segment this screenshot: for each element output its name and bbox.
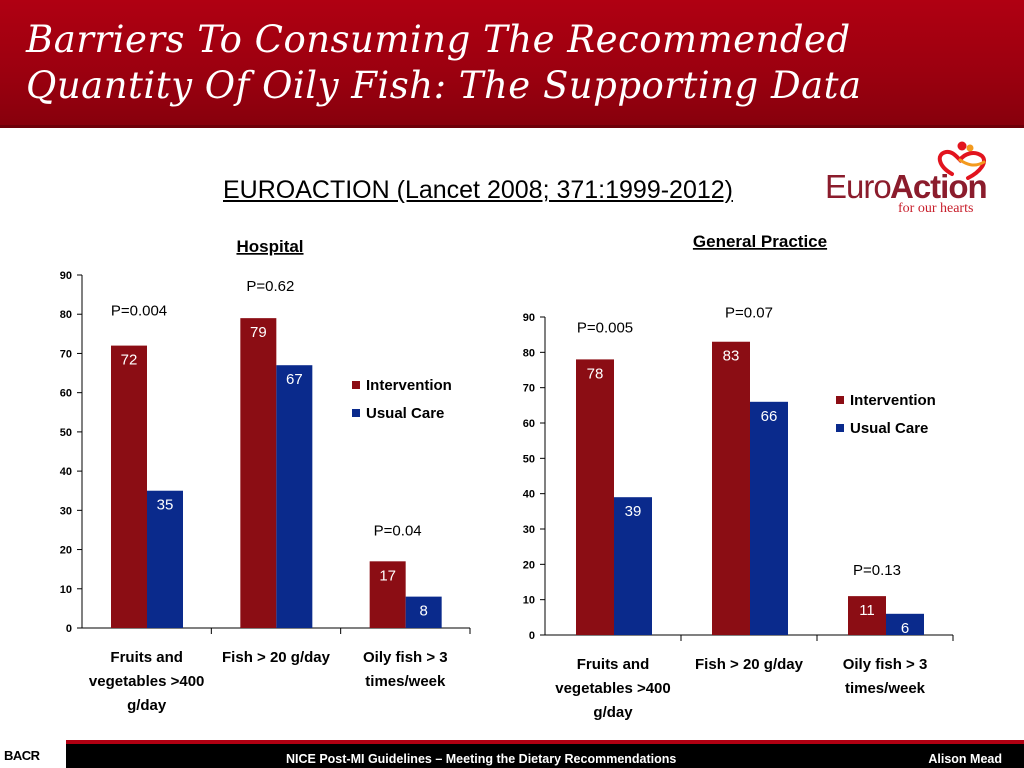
slide-title-line-1: Barriers To Consuming The Recommended [26, 18, 851, 61]
y-tick-label: 90 [60, 270, 72, 282]
y-tick-label: 80 [523, 347, 535, 359]
x-category-label: Fruits and [110, 649, 183, 666]
x-category-label: times/week [845, 680, 926, 697]
data-label: 35 [157, 497, 174, 514]
bar-usual-care [147, 490, 183, 628]
p-value-label: P=0.62 [246, 278, 294, 295]
y-tick-label: 0 [66, 623, 72, 635]
data-label: 78 [587, 365, 604, 382]
x-category-label: vegetables >400 [89, 673, 205, 690]
x-category-label: vegetables >400 [555, 680, 671, 697]
slide-header: Barriers To Consuming The Recommended Qu… [0, 0, 1024, 128]
p-value-label: P=0.13 [853, 562, 901, 579]
chart-title: Hospital [236, 237, 303, 256]
data-label: 66 [761, 408, 778, 425]
data-label: 6 [901, 620, 909, 637]
y-tick-label: 50 [60, 427, 72, 439]
bar-usual-care [750, 401, 788, 635]
bar-intervention [576, 359, 614, 635]
chart-svg: Hospital 0 10 20 30 40 50 60 70 80 90 72 35 P=0.004 Fr… [60, 237, 471, 714]
chart-title: General Practice [693, 232, 827, 251]
slide-title-line-2: Quantity Of Oily Fish: The Supporting Da… [26, 64, 862, 107]
y-tick-label: 30 [523, 524, 535, 536]
y-tick-label: 0 [529, 630, 535, 642]
y-tick-label: 20 [60, 545, 72, 557]
data-label: 72 [121, 352, 138, 369]
legend-swatch [352, 409, 360, 417]
chart-svg: General Practice 0 10 20 30 40 50 60 70 80 90 78 39 P… [523, 232, 954, 721]
data-label: 17 [379, 567, 396, 584]
data-label: 83 [723, 348, 740, 365]
bar-usual-care [886, 613, 924, 635]
y-tick-label: 20 [523, 559, 535, 571]
general-practice-chart: General Practice 0 10 20 30 40 50 60 70 80 90 78 39 P… [508, 225, 978, 725]
legend-swatch [352, 381, 360, 389]
slide-subtitle: EUROACTION (Lancet 2008; 371:1999-2012) [223, 176, 733, 204]
logo-word-action: Action [890, 168, 988, 205]
hospital-chart: Hospital 0 10 20 30 40 50 60 70 80 90 72 35 P=0.004 Fr… [52, 228, 482, 728]
bar-intervention [712, 341, 750, 635]
bacr-logo-text: BACR [4, 748, 40, 763]
slide-footer: NICE Post-MI Guidelines – Meeting the Di… [0, 740, 1024, 768]
x-category-label: g/day [127, 697, 167, 714]
x-category-label: Fruits and [577, 656, 650, 673]
logo-tagline: for our hearts [898, 201, 974, 216]
data-label: 79 [250, 324, 267, 341]
y-tick-label: 60 [523, 418, 535, 430]
bar-usual-care [405, 596, 442, 628]
data-label: 11 [859, 602, 875, 619]
x-category-label: times/week [365, 673, 446, 690]
bar-usual-care [276, 365, 313, 628]
p-value-label: P=0.04 [374, 522, 422, 539]
x-category-label: Oily fish > 3 [363, 649, 448, 666]
p-value-label: P=0.07 [725, 305, 773, 322]
legend-label: Intervention [366, 377, 452, 394]
bar-intervention [848, 596, 886, 635]
x-category-label: g/day [593, 704, 633, 721]
legend-label: Usual Care [850, 420, 928, 437]
y-tick-label: 10 [523, 595, 535, 607]
legend-label: Intervention [850, 392, 936, 409]
logo-word-euro: Euro [825, 168, 892, 205]
bar-intervention [240, 318, 277, 628]
y-tick-label: 30 [60, 505, 72, 517]
data-label: 67 [286, 371, 303, 388]
y-tick-label: 70 [60, 348, 72, 360]
y-tick-label: 80 [60, 309, 72, 321]
heart-people-icon [937, 141, 987, 180]
y-tick-label: 50 [523, 453, 535, 465]
legend-swatch [836, 424, 844, 432]
bar-usual-care [614, 497, 652, 635]
y-tick-label: 40 [523, 489, 535, 501]
legend-label: Usual Care [366, 405, 444, 422]
y-tick-label: 10 [60, 584, 72, 596]
bar-intervention [369, 561, 406, 628]
x-category-label: Oily fish > 3 [843, 656, 928, 673]
y-tick-label: 90 [523, 312, 535, 324]
bar-intervention [111, 345, 147, 628]
bacr-logo: BACR [0, 740, 66, 768]
data-label: 8 [419, 603, 427, 620]
footer-text: NICE Post-MI Guidelines – Meeting the Di… [286, 752, 677, 766]
p-value-label: P=0.005 [577, 319, 633, 336]
y-tick-label: 70 [523, 383, 535, 395]
y-tick-label: 40 [60, 466, 72, 478]
x-category-label: Fish > 20 g/day [695, 656, 804, 673]
y-tick-label: 60 [60, 388, 72, 400]
legend-swatch [836, 396, 844, 404]
x-category-label: Fish > 20 g/day [222, 649, 331, 666]
data-label: 39 [625, 503, 642, 520]
footer-author: Alison Mead [928, 752, 1002, 766]
p-value-label: P=0.004 [111, 303, 167, 320]
euroaction-logo: Euro Action for our hearts [822, 140, 998, 220]
